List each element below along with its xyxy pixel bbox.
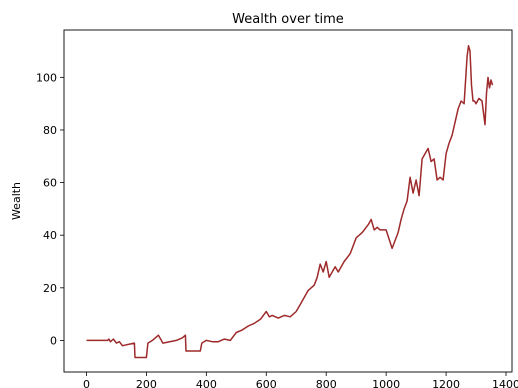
x-tick-label: 200: [136, 378, 157, 388]
x-tick-label: 1200: [432, 378, 460, 388]
y-axis-label: Wealth: [10, 182, 23, 220]
chart-title: Wealth over time: [232, 12, 344, 27]
y-tick-label: 80: [43, 124, 57, 137]
series-layer: [86, 45, 494, 359]
y-tick-label: 60: [43, 177, 57, 190]
x-tick-label: 800: [316, 378, 337, 388]
y-tick-label: 40: [43, 229, 57, 242]
y-tick-label: 20: [43, 282, 57, 295]
y-tick-label: 100: [36, 71, 57, 84]
series-line: [86, 45, 494, 359]
x-tick-label: 1000: [372, 378, 400, 388]
tick-layer: 0 200 400 600 800 1000 1200 1400 0 20 40 60 80 100: [36, 71, 518, 388]
y-tick-label: 0: [50, 334, 57, 347]
x-tick-label: 1400: [492, 378, 518, 388]
x-tick-label: 0: [83, 378, 90, 388]
x-tick-label: 400: [196, 378, 217, 388]
x-tick-label: 600: [256, 378, 277, 388]
plot-frame: [63, 29, 513, 373]
